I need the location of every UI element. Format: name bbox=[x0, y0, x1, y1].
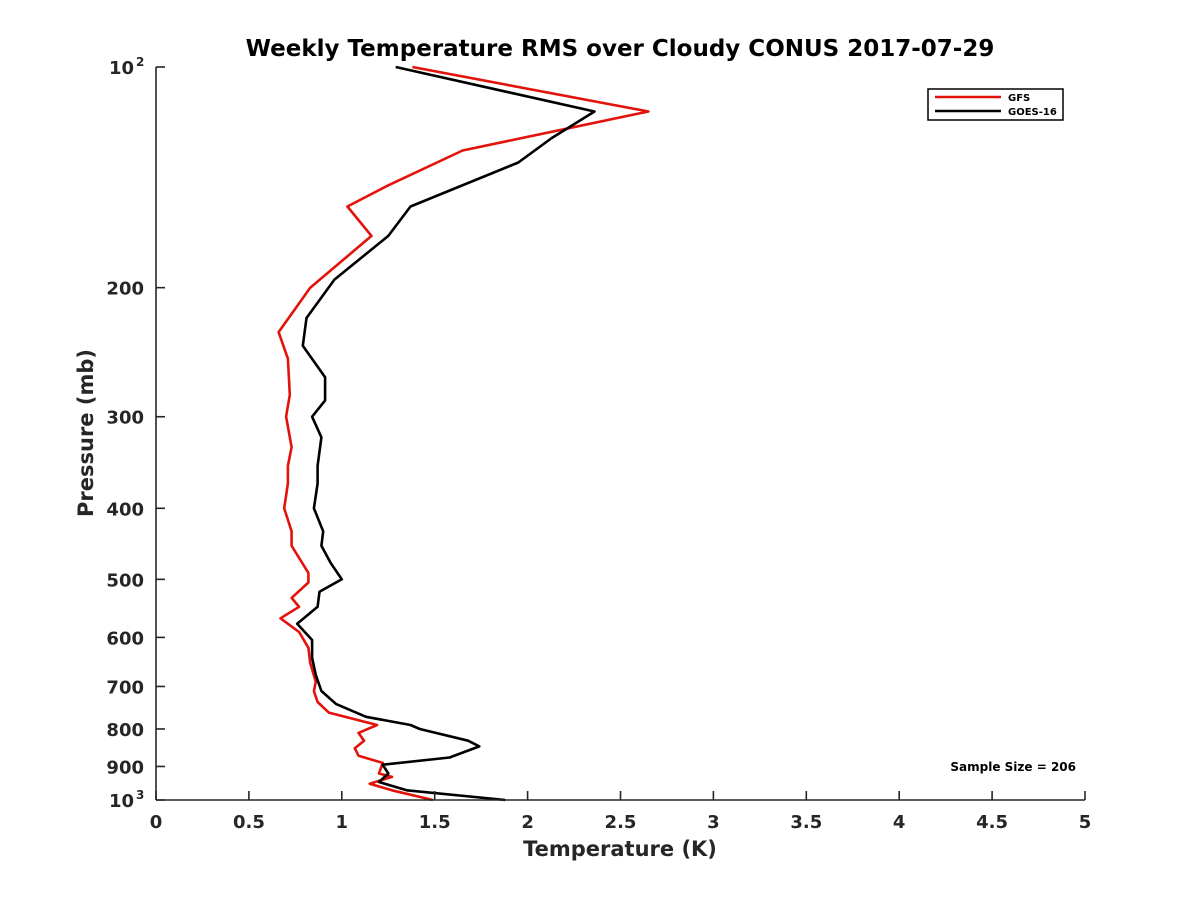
y-tick-label: 900 bbox=[106, 757, 144, 778]
series-line-goes16 bbox=[295, 65, 596, 802]
y-tick-exponent: 3 bbox=[136, 788, 144, 802]
x-tick-label: 5 bbox=[1079, 812, 1092, 833]
x-tick-label: 1 bbox=[336, 812, 349, 833]
y-tick-label: 200 bbox=[106, 279, 144, 300]
legend: GFS GOES-16 bbox=[927, 88, 1064, 121]
legend-box bbox=[927, 88, 1064, 121]
legend-label-goes16: GOES-16 bbox=[1008, 107, 1057, 118]
x-tick-label: 0 bbox=[150, 812, 163, 833]
x-axis-label: Temperature (K) bbox=[523, 837, 717, 861]
axes-layer bbox=[155, 67, 1085, 801]
y-tick-label: 500 bbox=[106, 570, 144, 591]
y-tick-label: 10 bbox=[109, 791, 134, 812]
legend-label-gfs: GFS bbox=[1008, 93, 1030, 104]
series-line-gfs bbox=[277, 65, 650, 802]
x-tick-label: 3 bbox=[707, 812, 720, 833]
x-tick-label: 2.5 bbox=[605, 812, 637, 833]
x-tick-label: 4 bbox=[893, 812, 906, 833]
x-ticks: 0 0.5 1 1.5 2 2.5 3 3.5 4 4.5 5 bbox=[150, 791, 1092, 833]
chart-title: Weekly Temperature RMS over Cloudy CONUS… bbox=[246, 36, 995, 62]
y-tick-label: 300 bbox=[106, 408, 144, 429]
series-layer bbox=[277, 65, 650, 802]
y-tick-label: 600 bbox=[106, 628, 144, 649]
y-tick-label: 10 bbox=[109, 58, 134, 79]
y-tick-label: 800 bbox=[106, 720, 144, 741]
y-tick-label: 700 bbox=[106, 677, 144, 698]
x-tick-label: 0.5 bbox=[233, 812, 265, 833]
y-tick-exponent: 2 bbox=[136, 55, 144, 69]
y-tick-label: 400 bbox=[106, 499, 144, 520]
x-tick-label: 2 bbox=[521, 812, 534, 833]
x-tick-label: 3.5 bbox=[790, 812, 822, 833]
y-axis-label: Pressure (mb) bbox=[74, 349, 98, 517]
x-tick-label: 1.5 bbox=[419, 812, 451, 833]
x-tick-label: 4.5 bbox=[976, 812, 1008, 833]
sample-size-annotation: Sample Size = 206 bbox=[950, 760, 1076, 774]
